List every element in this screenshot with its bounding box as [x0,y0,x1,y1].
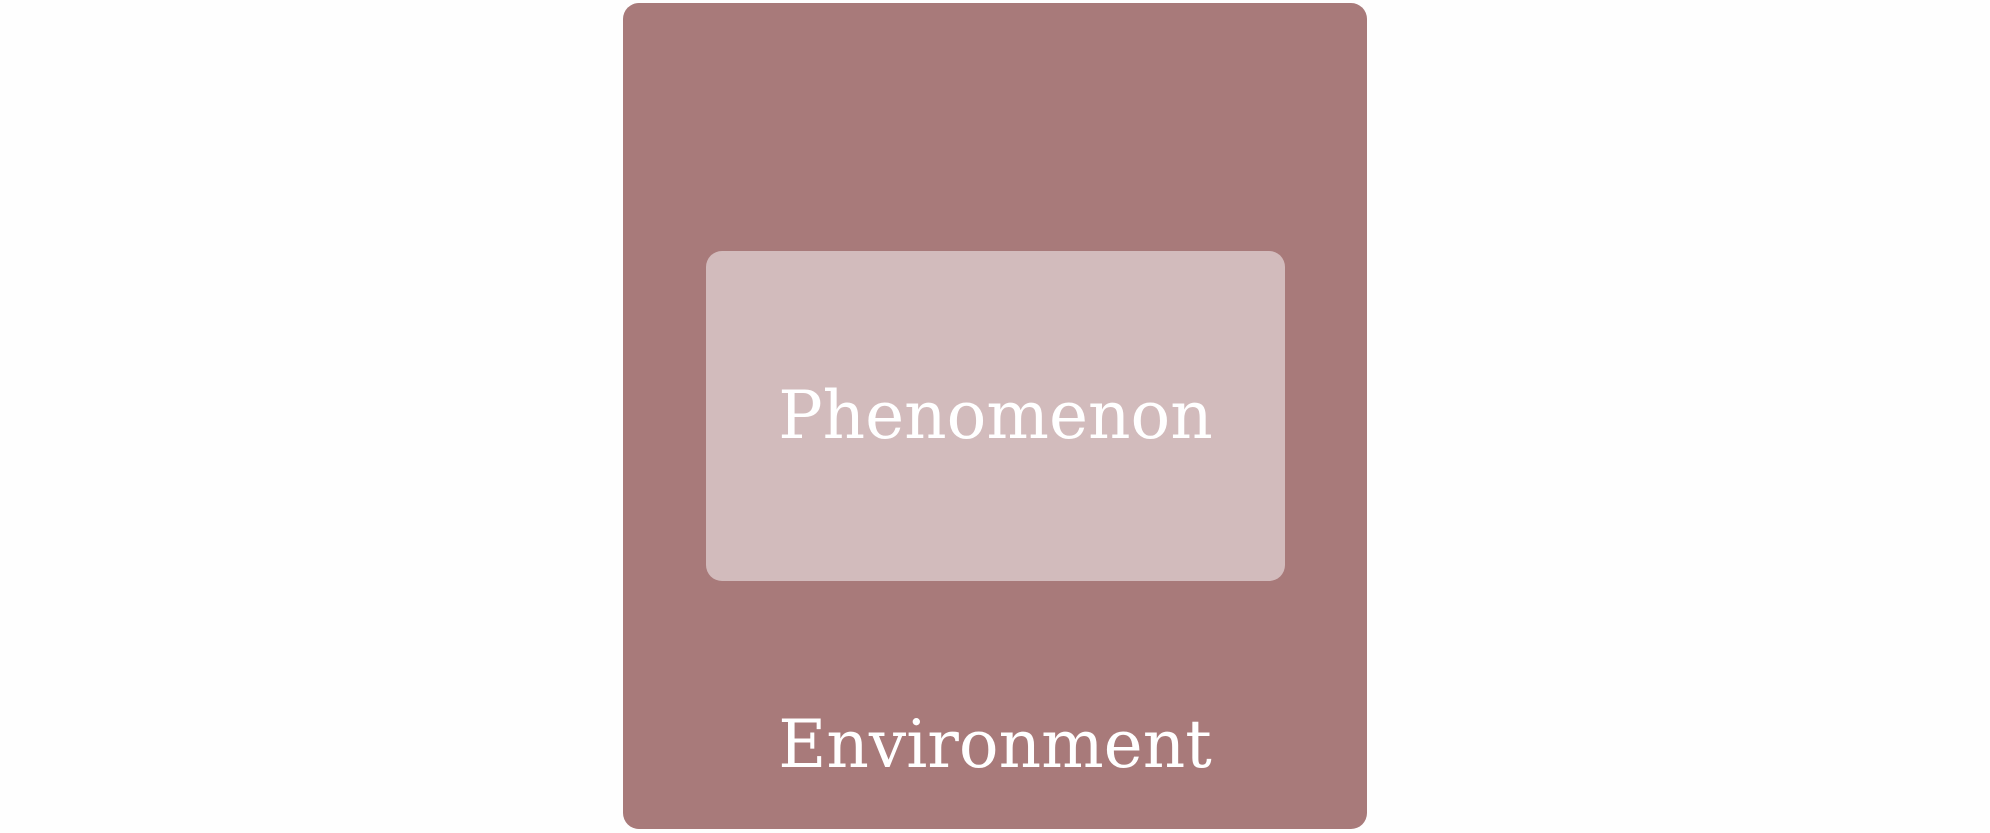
environment-label: Environment [778,706,1212,783]
phenomenon-label: Phenomenon [778,377,1213,454]
phenomenon-box: Phenomenon [706,251,1285,581]
